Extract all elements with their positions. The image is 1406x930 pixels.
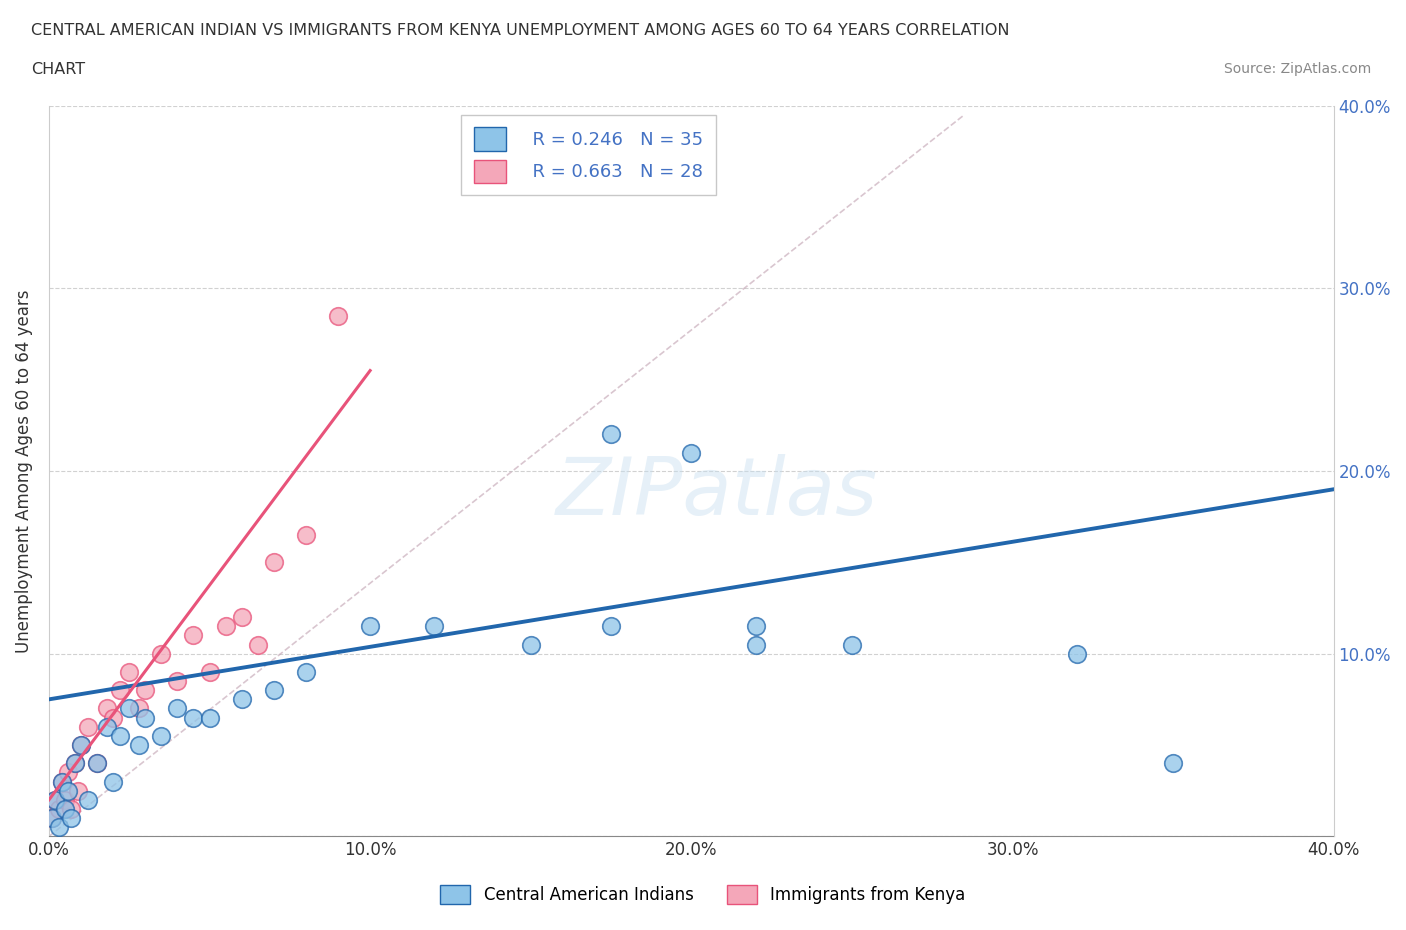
Point [198, 665, 221, 680]
Point [246, 637, 269, 652]
Point [118, 701, 141, 716]
Text: CHART: CHART [31, 62, 84, 77]
Point [76, 719, 98, 734]
Point [58, 783, 80, 798]
Point [70, 737, 93, 752]
Point [51, 774, 73, 789]
Point [134, 683, 156, 698]
Point [108, 728, 131, 743]
Point [359, 618, 381, 633]
Text: CENTRAL AMERICAN INDIAN VS IMMIGRANTS FROM KENYA UNEMPLOYMENT AMONG AGES 60 TO 6: CENTRAL AMERICAN INDIAN VS IMMIGRANTS FR… [31, 23, 1010, 38]
Point [263, 683, 285, 698]
Point [128, 701, 150, 716]
Point [76, 792, 98, 807]
Point [103, 711, 125, 725]
Point [96, 719, 118, 734]
Point [198, 711, 221, 725]
Point [60, 811, 83, 826]
Point [166, 701, 188, 716]
Point [183, 628, 205, 643]
Point [1161, 756, 1184, 771]
Point [118, 665, 141, 680]
Point [48, 802, 70, 817]
Point [150, 646, 173, 661]
Point [53, 802, 76, 817]
Point [108, 683, 131, 698]
Point [295, 665, 318, 680]
Point [63, 756, 86, 771]
Point [66, 783, 89, 798]
Point [231, 692, 253, 707]
Text: ZIPatlas: ZIPatlas [555, 454, 879, 532]
Point [214, 618, 236, 633]
Point [744, 637, 766, 652]
Legend:   R = 0.246   N = 35,   R = 0.663   N = 28: R = 0.246 N = 35, R = 0.663 N = 28 [461, 114, 716, 195]
Point [841, 637, 863, 652]
Point [681, 445, 703, 460]
Point [44, 792, 66, 807]
Point [58, 765, 80, 780]
Point [70, 737, 93, 752]
Point [128, 737, 150, 752]
Legend: Central American Indians, Immigrants from Kenya: Central American Indians, Immigrants fro… [434, 878, 972, 910]
Point [51, 774, 73, 789]
Point [86, 756, 108, 771]
Y-axis label: Unemployment Among Ages 60 to 64 years: Unemployment Among Ages 60 to 64 years [15, 289, 32, 653]
Point [60, 802, 83, 817]
Point [103, 774, 125, 789]
Point [423, 618, 446, 633]
Point [600, 427, 623, 442]
Point [600, 618, 623, 633]
Point [63, 756, 86, 771]
Point [96, 701, 118, 716]
Point [41, 811, 63, 826]
Point [744, 618, 766, 633]
Point [53, 792, 76, 807]
Point [134, 711, 156, 725]
Point [519, 637, 541, 652]
Point [1066, 646, 1088, 661]
Point [44, 792, 66, 807]
Point [41, 811, 63, 826]
Point [231, 610, 253, 625]
Point [86, 756, 108, 771]
Point [326, 309, 349, 324]
Point [183, 711, 205, 725]
Text: Source: ZipAtlas.com: Source: ZipAtlas.com [1223, 62, 1371, 76]
Point [295, 527, 318, 542]
Point [166, 673, 188, 688]
Point [263, 555, 285, 570]
Point [150, 728, 173, 743]
Point [48, 819, 70, 834]
